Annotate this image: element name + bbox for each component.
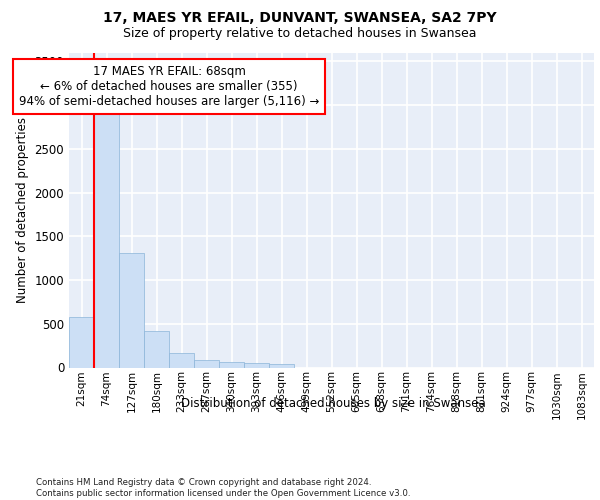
Bar	[244, 362, 269, 368]
Bar	[194, 360, 219, 368]
Text: 17, MAES YR EFAIL, DUNVANT, SWANSEA, SA2 7PY: 17, MAES YR EFAIL, DUNVANT, SWANSEA, SA2…	[103, 11, 497, 25]
Bar	[94, 112, 119, 368]
Bar	[269, 364, 294, 368]
Text: 17 MAES YR EFAIL: 68sqm
← 6% of detached houses are smaller (355)
94% of semi-de: 17 MAES YR EFAIL: 68sqm ← 6% of detached…	[19, 64, 319, 108]
Text: Size of property relative to detached houses in Swansea: Size of property relative to detached ho…	[123, 28, 477, 40]
Bar	[119, 253, 144, 368]
Text: Contains HM Land Registry data © Crown copyright and database right 2024.
Contai: Contains HM Land Registry data © Crown c…	[36, 478, 410, 498]
Text: Distribution of detached houses by size in Swansea: Distribution of detached houses by size …	[181, 398, 485, 410]
Y-axis label: Number of detached properties: Number of detached properties	[16, 117, 29, 303]
Bar	[69, 317, 94, 368]
Bar	[169, 353, 194, 368]
Bar	[144, 331, 169, 368]
Bar	[219, 362, 244, 368]
